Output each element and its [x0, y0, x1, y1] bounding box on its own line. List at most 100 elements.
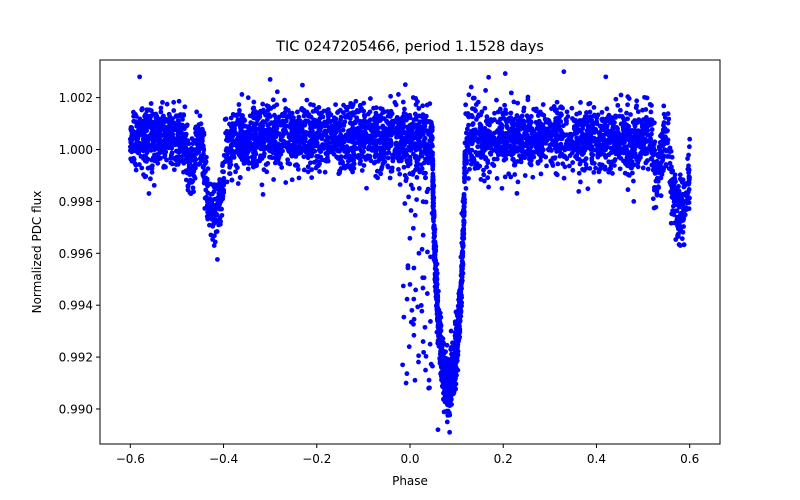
data-point [567, 145, 573, 151]
data-point [598, 124, 604, 130]
data-point [132, 161, 138, 167]
data-point [174, 154, 180, 160]
data-point [176, 124, 182, 129]
data-point [597, 131, 603, 137]
data-point [566, 163, 572, 169]
data-point [236, 121, 242, 127]
data-point [237, 108, 242, 113]
data-point [333, 102, 338, 107]
data-point [413, 116, 419, 122]
data-point [160, 99, 165, 105]
data-point [616, 141, 622, 147]
data-point [538, 158, 543, 163]
data-point [153, 115, 159, 121]
data-point [338, 159, 344, 165]
data-point [466, 122, 471, 128]
data-point [273, 154, 279, 160]
data-point [482, 138, 488, 144]
data-point [228, 115, 234, 121]
data-point [412, 155, 418, 161]
data-point [150, 156, 156, 162]
data-point [512, 172, 518, 177]
data-point [469, 135, 475, 141]
data-point [139, 107, 145, 113]
data-point [542, 134, 547, 140]
data-point [314, 130, 320, 136]
data-point [656, 170, 662, 176]
data-point [140, 156, 146, 161]
data-point [575, 139, 581, 144]
data-point [413, 102, 419, 108]
data-point [352, 140, 358, 146]
data-point [555, 161, 561, 167]
data-point [635, 109, 641, 115]
data-point [523, 143, 529, 149]
data-point [189, 167, 195, 173]
data-point [260, 101, 266, 107]
data-point [648, 140, 654, 146]
data-point [502, 71, 508, 76]
data-point [362, 125, 368, 131]
data-point [612, 134, 618, 140]
data-point [460, 229, 466, 235]
data-point [570, 167, 576, 173]
data-point [270, 145, 275, 151]
data-point [512, 159, 518, 165]
data-point [317, 161, 322, 167]
data-point [362, 114, 368, 119]
data-point [318, 112, 324, 118]
data-point [672, 220, 678, 226]
data-point [408, 147, 414, 153]
data-point [446, 410, 452, 416]
data-point [171, 99, 177, 105]
data-point [487, 150, 493, 156]
data-point [519, 136, 525, 141]
data-point [417, 169, 423, 175]
data-point [180, 116, 185, 122]
data-point [328, 144, 334, 150]
data-point [260, 135, 266, 141]
data-point [421, 138, 427, 143]
data-point [653, 204, 659, 210]
data-point [540, 102, 546, 107]
data-point [482, 129, 488, 135]
data-point [478, 155, 484, 160]
data-point [407, 115, 413, 121]
data-point [625, 116, 630, 122]
data-point [215, 257, 220, 262]
data-point [149, 166, 155, 171]
data-point [288, 122, 294, 128]
data-point [658, 175, 664, 181]
data-point [434, 308, 440, 314]
data-point [467, 150, 473, 156]
data-point [396, 158, 402, 164]
data-point [309, 153, 315, 159]
data-point [591, 135, 597, 141]
data-point [466, 176, 471, 181]
data-point [292, 132, 298, 138]
data-point [520, 125, 526, 131]
data-point [390, 158, 396, 164]
data-point [141, 123, 147, 128]
data-point [625, 102, 630, 108]
data-point [629, 170, 635, 176]
data-point [554, 122, 560, 127]
data-point [680, 229, 686, 235]
data-point [479, 109, 485, 115]
data-point [208, 181, 213, 187]
data-point [309, 139, 315, 145]
data-point [495, 129, 501, 135]
data-point [283, 180, 289, 185]
data-point [339, 134, 345, 139]
data-point [144, 147, 149, 152]
data-point [350, 169, 355, 175]
data-point [476, 164, 482, 170]
data-point [588, 114, 593, 120]
data-point [403, 152, 409, 157]
data-point [205, 166, 211, 172]
data-point [183, 177, 189, 183]
data-point [193, 165, 198, 171]
data-point [635, 164, 641, 170]
data-point [310, 135, 316, 141]
data-point [376, 113, 382, 119]
